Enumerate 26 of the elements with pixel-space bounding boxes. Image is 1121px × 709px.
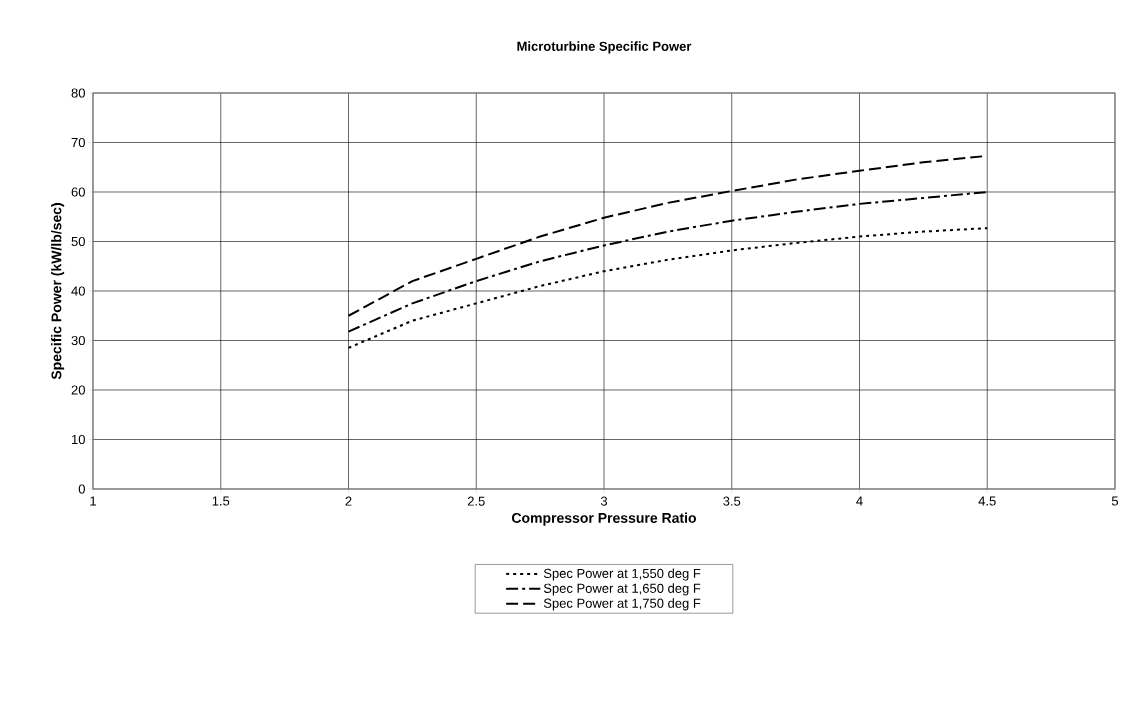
y-tick-label: 30 bbox=[71, 335, 85, 346]
line-series bbox=[347, 227, 989, 349]
x-axis-title: Compressor Pressure Ratio bbox=[511, 512, 697, 526]
chart-title: Microturbine Specific Power bbox=[517, 41, 692, 54]
y-tick-label: 50 bbox=[71, 236, 85, 247]
y-tick-label: 60 bbox=[71, 187, 85, 197]
x-tick-label: 3.5 bbox=[723, 496, 741, 506]
x-tick-label: 4.5 bbox=[978, 496, 996, 506]
legend-label: Spec Power at 1,650 deg F bbox=[543, 583, 701, 596]
x-tick-label: 3 bbox=[600, 496, 608, 506]
y-tick-label: 80 bbox=[71, 88, 85, 98]
y-tick-label: 40 bbox=[71, 286, 85, 296]
x-tick-label: 2 bbox=[345, 496, 352, 506]
y-tick-label: 0 bbox=[78, 484, 85, 494]
line-series bbox=[347, 191, 989, 333]
x-tick-label: 1.5 bbox=[212, 496, 230, 506]
x-tick-label: 1 bbox=[90, 496, 96, 506]
legend-label: Spec Power at 1,550 deg F bbox=[543, 568, 701, 581]
y-tick-label: 10 bbox=[72, 434, 85, 445]
x-tick-label: 2.5 bbox=[467, 496, 485, 506]
x-tick-label: 5 bbox=[1111, 496, 1119, 506]
legend-label: Spec Power at 1,750 deg F bbox=[543, 598, 701, 611]
x-tick-label: 4 bbox=[856, 496, 863, 506]
y-tick-label: 20 bbox=[71, 385, 85, 395]
y-tick-label: 70 bbox=[71, 137, 85, 148]
y-axis-title: Specific Power (kW/lb/sec) bbox=[51, 203, 65, 380]
